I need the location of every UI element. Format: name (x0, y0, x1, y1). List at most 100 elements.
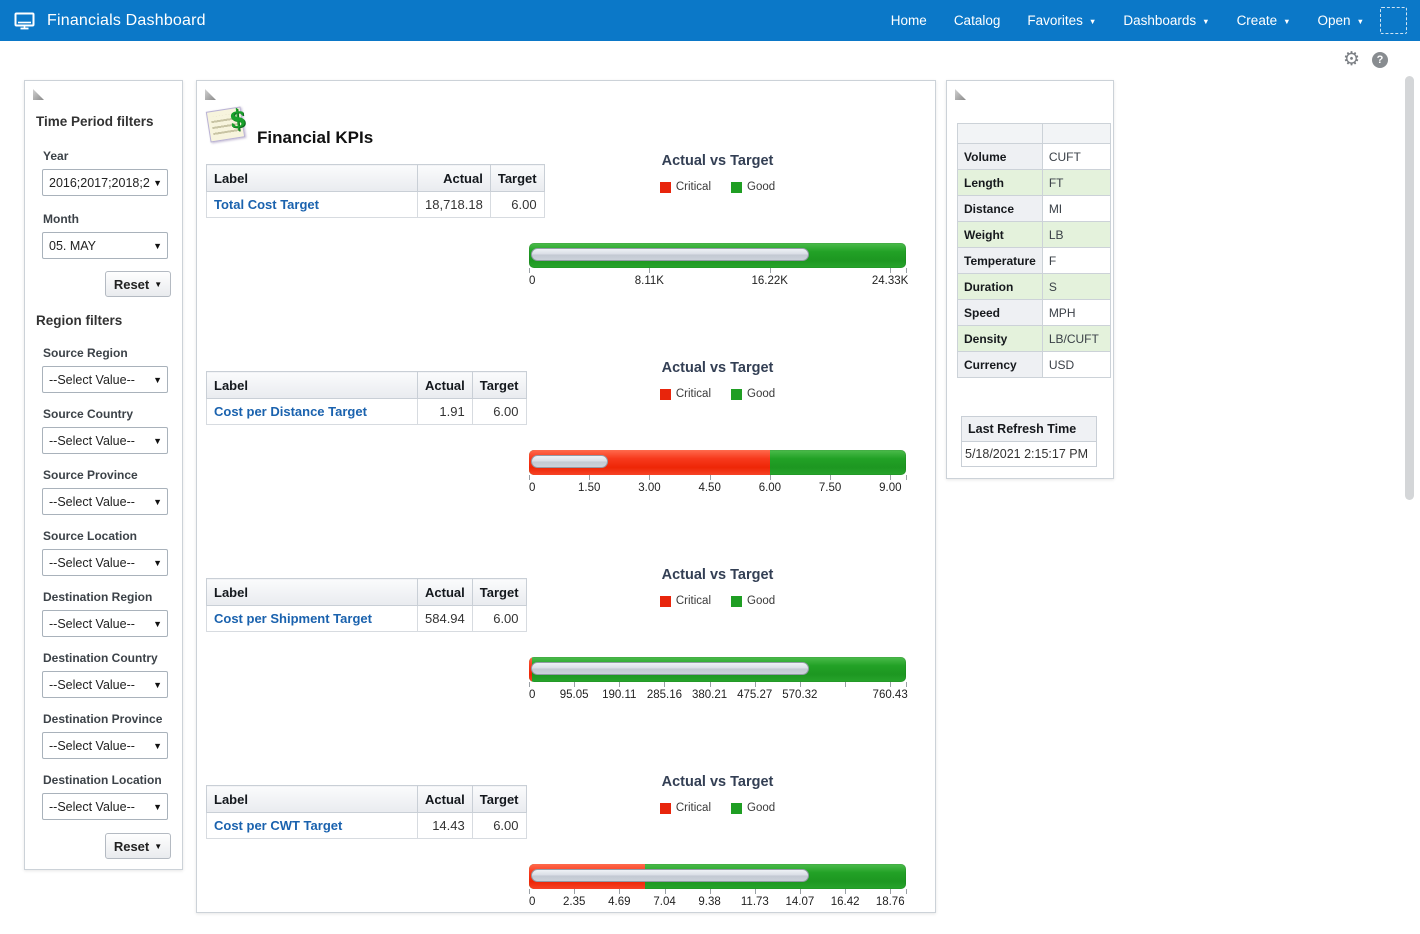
axis-tick-mark (906, 268, 907, 273)
vertical-scrollbar-thumb[interactable] (1405, 76, 1414, 500)
source-location-select[interactable]: --Select Value-- ▼ (42, 549, 168, 576)
nav-item-dashboards[interactable]: Dashboards ▼ (1123, 13, 1209, 28)
axis-tick-mark (529, 682, 530, 687)
navbar-brand: Financials Dashboard (14, 12, 206, 30)
axis-tick-mark (664, 889, 666, 894)
kpi-label-link[interactable]: Cost per Distance Target (214, 404, 367, 419)
legend-swatch-icon (731, 595, 742, 607)
kpi-actual-value: 18,718.18 (417, 191, 491, 218)
kpi-target-value: 6.00 (471, 605, 527, 632)
month-select[interactable]: 05. MAY ▼ (42, 232, 168, 259)
kpi-table: Label Actual Target Cost per Shipment Targe… (206, 578, 527, 632)
bullet-chart (529, 657, 906, 682)
destination-province-select[interactable]: --Select Value-- ▼ (42, 732, 168, 759)
kpi-column-header-actual: Actual (417, 371, 473, 399)
collapse-filters-panel-icon[interactable] (33, 89, 44, 100)
unit-name: Temperature (957, 247, 1043, 274)
kpi-actual-value: 1.91 (417, 398, 473, 425)
axis-tick-label: 3.00 (638, 482, 661, 494)
kpi-table-header-row: Label Actual Target (206, 371, 527, 399)
legend-swatch-icon (659, 595, 671, 607)
select-value: --Select Value-- (49, 555, 135, 570)
filter-label-source-location: Source Location (43, 529, 138, 543)
units-row-temperature: Temperature F (957, 247, 1111, 274)
nav-item-home[interactable]: Home (891, 13, 927, 28)
legend-label: Critical (675, 181, 711, 193)
page-tools: ⚙ ? (1343, 49, 1389, 70)
legend-label: Good (747, 181, 776, 193)
axis-tick-mark (845, 682, 846, 687)
select-value: --Select Value-- (49, 494, 135, 509)
gear-icon[interactable]: ⚙ (1343, 49, 1361, 70)
axis-tick-label: 0 (529, 482, 536, 494)
filter-label-destination-region: Destination Region (43, 590, 153, 604)
units-row-speed: Speed MPH (957, 299, 1111, 326)
axis-tick-mark (890, 268, 892, 273)
chevron-down-icon: ▼ (1202, 17, 1210, 26)
axis-tick-mark (754, 889, 756, 894)
axis-tick-label: 9.00 (879, 482, 902, 494)
select-value: 05. MAY (49, 238, 97, 253)
nav-item-label: Dashboards (1123, 13, 1197, 28)
unit-value: MI (1041, 195, 1111, 222)
user-avatar-broken-image[interactable] (1380, 7, 1407, 34)
axis-tick-label: 380.21 (691, 689, 728, 701)
legend-label: Good (747, 388, 776, 400)
kpi-target-value: 6.00 (471, 812, 527, 839)
axis-tick-mark (830, 475, 832, 480)
destination-location-select[interactable]: --Select Value-- ▼ (42, 793, 168, 820)
collapse-units-panel-icon[interactable] (955, 89, 966, 100)
select-value: --Select Value-- (49, 616, 135, 631)
axis-tick-mark (529, 268, 530, 273)
axis-tick-label: 475.27 (737, 689, 773, 701)
units-row-volume: Volume CUFT (957, 143, 1111, 170)
nav-item-create[interactable]: Create ▼ (1237, 13, 1291, 28)
help-icon[interactable]: ? (1372, 51, 1389, 68)
destination-region-select[interactable]: --Select Value-- ▼ (42, 610, 168, 637)
axis-tick-mark (619, 889, 621, 894)
source-region-select[interactable]: --Select Value-- ▼ (42, 366, 168, 393)
axis-tick-label: 11.73 (740, 896, 769, 908)
source-province-select[interactable]: --Select Value-- ▼ (42, 488, 168, 515)
unit-name: Volume (957, 143, 1043, 170)
navbar-menu: Home Catalog Favorites ▼ Dashboards ▼ Create ▼ O… (891, 13, 1364, 28)
units-header-row (957, 123, 1111, 144)
collapse-kpis-panel-icon[interactable] (205, 89, 216, 100)
kpi-label-cell: Cost per Distance Target (206, 398, 418, 425)
axis-tick-label: 24.33K (871, 275, 909, 287)
legend-label: Good (747, 802, 776, 814)
reset-region-filters-button[interactable]: Reset ▼ (105, 833, 171, 859)
destination-country-select[interactable]: --Select Value-- ▼ (42, 671, 168, 698)
filter-label-source-province: Source Province (43, 468, 138, 482)
nav-item-label: Catalog (953, 13, 1001, 28)
source-country-select[interactable]: --Select Value-- ▼ (42, 427, 168, 454)
chevron-down-icon: ▼ (1283, 17, 1291, 26)
axis-tick-mark (619, 682, 621, 687)
kpi-column-header-target: Target (471, 785, 527, 813)
axis-tick-mark (529, 889, 530, 894)
axis-tick-label: 7.50 (818, 482, 842, 494)
axis-tick-label: 4.50 (698, 482, 721, 494)
last-refresh-value: 5/18/2021 2:15:17 PM (965, 447, 1089, 461)
kpi-label-link[interactable]: Cost per Shipment Target (214, 611, 372, 626)
units-row-distance: Distance MI (957, 195, 1111, 222)
bullet-chart (529, 243, 906, 268)
nav-item-open[interactable]: Open ▼ (1318, 13, 1364, 28)
reset-time-filters-button[interactable]: Reset ▼ (105, 271, 171, 297)
axis-tick-label: 95.05 (559, 689, 589, 701)
financial-kpis-panel: $ Financial KPIs Label Actual Target Total … (196, 80, 936, 913)
chevron-down-icon: ▼ (154, 841, 163, 851)
nav-item-favorites[interactable]: Favorites ▼ (1027, 13, 1096, 28)
axis-tick-mark (649, 268, 651, 273)
axis-tick-mark (709, 682, 711, 687)
year-select[interactable]: 2016;2017;2018;2 ▼ (42, 169, 168, 196)
legend-label: Critical (675, 802, 711, 814)
nav-item-catalog[interactable]: Catalog (954, 13, 1001, 28)
axis-tick-mark (589, 475, 591, 480)
axis-tick-mark (769, 268, 771, 273)
kpi-target-value: 6.00 (489, 191, 545, 218)
axis-tick-label: 2.35 (563, 896, 586, 908)
filter-label-source-country: Source Country (43, 407, 134, 421)
kpi-label-link[interactable]: Total Cost Target (214, 197, 319, 212)
kpi-label-link[interactable]: Cost per CWT Target (214, 818, 343, 833)
